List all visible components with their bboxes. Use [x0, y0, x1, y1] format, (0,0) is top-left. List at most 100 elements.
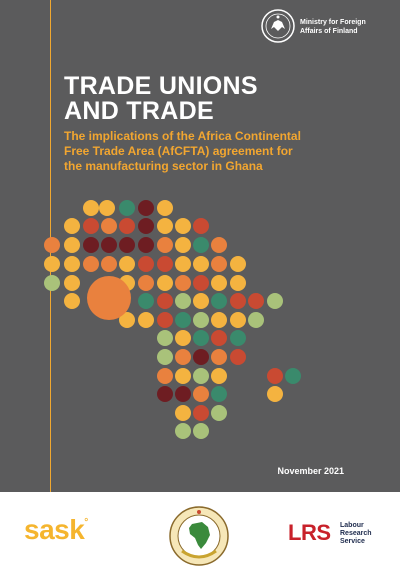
- map-dot: [83, 237, 99, 253]
- map-dot: [44, 256, 60, 272]
- map-dot: [64, 218, 80, 234]
- map-dot: [157, 368, 173, 384]
- page-subtitle: The implications of the Africa Continent…: [64, 129, 364, 174]
- map-dot: [230, 349, 246, 365]
- map-dot: [175, 275, 191, 291]
- map-dot: [138, 293, 154, 309]
- map-dot: [193, 256, 209, 272]
- map-dot: [157, 256, 173, 272]
- ministry-name-line2: Affairs of Finland: [300, 28, 358, 35]
- lrs-logo-mark: LRS: [288, 520, 331, 545]
- map-dot: [138, 256, 154, 272]
- map-dot: [83, 256, 99, 272]
- map-dot: [175, 312, 191, 328]
- map-dot: [193, 405, 209, 421]
- title-line2: AND TRADE: [64, 97, 214, 125]
- sask-logo-text: sask: [24, 514, 85, 545]
- map-dot: [157, 293, 173, 309]
- map-dot: [119, 218, 135, 234]
- map-dot: [44, 275, 60, 291]
- map-dot: [99, 200, 115, 216]
- map-dot: [157, 218, 173, 234]
- map-dot: [138, 275, 154, 291]
- map-dot: [267, 386, 283, 402]
- map-dot: [119, 256, 135, 272]
- map-dot: [101, 218, 117, 234]
- map-dot: [230, 256, 246, 272]
- sask-logo-mark: °: [84, 516, 88, 528]
- map-dot: [193, 330, 209, 346]
- map-dot: [193, 423, 209, 439]
- map-dot: [193, 275, 209, 291]
- publication-date: November 2021: [277, 466, 344, 476]
- map-dot: [119, 200, 135, 216]
- map-dot: [211, 368, 227, 384]
- map-dot: [83, 218, 99, 234]
- map-dot: [64, 237, 80, 253]
- map-dot: [193, 386, 209, 402]
- map-dot: [157, 237, 173, 253]
- map-dot: [64, 275, 80, 291]
- map-dot: [211, 275, 227, 291]
- map-dot: [230, 293, 246, 309]
- map-dot: [230, 312, 246, 328]
- map-dot: [267, 293, 283, 309]
- map-dot: [175, 218, 191, 234]
- map-dot: [193, 349, 209, 365]
- map-dot: [211, 330, 227, 346]
- map-dot: [175, 405, 191, 421]
- map-dot: [175, 293, 191, 309]
- map-dot: [193, 293, 209, 309]
- africa-emblem-icon: [169, 506, 229, 566]
- map-dot: [175, 423, 191, 439]
- map-dot: [157, 349, 173, 365]
- ministry-name: Ministry for Foreign Affairs of Finland: [300, 18, 366, 36]
- map-dot: [157, 312, 173, 328]
- map-dot: [138, 200, 154, 216]
- map-dot: [211, 256, 227, 272]
- map-dot: [248, 312, 264, 328]
- map-dot: [83, 200, 99, 216]
- subtitle-line3: the manufacturing sector in Ghana: [64, 159, 263, 173]
- map-dot: [157, 386, 173, 402]
- map-dot: [138, 312, 154, 328]
- map-dot: [211, 237, 227, 253]
- sask-logo: sask°: [24, 514, 88, 546]
- page-title: TRADE UNIONS AND TRADE: [64, 74, 258, 124]
- map-dot: [157, 275, 173, 291]
- map-dot: [175, 330, 191, 346]
- map-dot: [44, 237, 60, 253]
- subtitle-line2: Free Trade Area (AfCFTA) agreement for: [64, 144, 293, 158]
- map-dot-large: [87, 276, 131, 320]
- map-dot: [64, 293, 80, 309]
- map-dot: [175, 368, 191, 384]
- finland-ministry-seal-icon: [261, 9, 295, 43]
- lrs-logo-text: Labour Research Service: [340, 522, 400, 546]
- map-dot: [193, 368, 209, 384]
- map-dot: [230, 275, 246, 291]
- map-dot: [193, 218, 209, 234]
- map-dot: [211, 405, 227, 421]
- map-dot: [211, 293, 227, 309]
- africa-dot-map: [44, 200, 301, 439]
- map-dot: [175, 256, 191, 272]
- map-dot: [64, 256, 80, 272]
- map-dot: [193, 237, 209, 253]
- map-dot: [248, 293, 264, 309]
- map-dot: [175, 386, 191, 402]
- map-dot: [175, 237, 191, 253]
- map-dot: [175, 349, 191, 365]
- map-dot: [211, 349, 227, 365]
- map-dot: [267, 368, 283, 384]
- map-dot: [101, 237, 117, 253]
- map-dot: [119, 237, 135, 253]
- map-dot: [138, 237, 154, 253]
- map-dot: [157, 330, 173, 346]
- map-dot: [101, 256, 117, 272]
- map-dot: [285, 368, 301, 384]
- title-line1: TRADE UNIONS: [64, 72, 258, 100]
- map-dot: [211, 312, 227, 328]
- map-dot: [157, 200, 173, 216]
- subtitle-line1: The implications of the Africa Continent…: [64, 129, 301, 143]
- ministry-name-line1: Ministry for Foreign: [300, 19, 366, 26]
